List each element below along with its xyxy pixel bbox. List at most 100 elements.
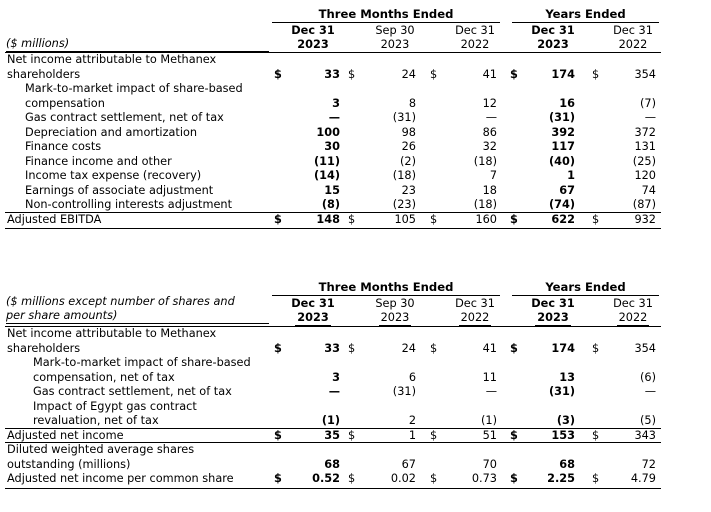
cell-value: 148 [316, 212, 340, 226]
currency-symbol: $ [592, 212, 600, 226]
row-label-line: Finance costs [25, 140, 102, 153]
column-header: Sep 30 2023 [355, 297, 435, 326]
row-label: Diluted weighted average shares outstandi… [7, 443, 194, 472]
row-border [5, 211, 661, 213]
cell-value: 354 [634, 67, 656, 81]
cell-value: 1 [567, 169, 575, 182]
cell-value: (31) [548, 111, 575, 124]
column-header-line2: 2022 [435, 38, 515, 53]
cell-value: 11 [482, 370, 497, 384]
cell-value: 72 [641, 457, 656, 471]
cell-value: 33 [324, 341, 340, 355]
cell-value: 117 [551, 140, 575, 153]
currency-symbol: $ [510, 341, 518, 355]
row-label-line: Adjusted EBITDA [7, 212, 102, 226]
row-label: Net income attributable to Methanex share… [7, 327, 216, 356]
currency-symbol: $ [274, 472, 282, 485]
currency-symbol: $ [348, 472, 356, 485]
column-header-line1: Dec 31 [531, 24, 575, 37]
cell-value: (25) [632, 154, 656, 168]
cell-value: 1 [408, 428, 416, 442]
currency-symbol: $ [592, 472, 600, 485]
cell-value: 0.52 [312, 472, 340, 485]
currency-symbol: $ [274, 67, 282, 81]
table-row: Net income attributable to Methanex share… [0, 52, 711, 82]
row-label-line: Finance income and other [25, 154, 172, 168]
table-row: Adjusted net income $35 $1 $51 $153 $343 [0, 427, 711, 444]
cell-value: 105 [394, 212, 416, 226]
column-header: Dec 31 2022 [593, 24, 673, 53]
table-row: Income tax expense (recovery) (14) (18) 7 1 1… [0, 169, 711, 184]
row-label: Impact of Egypt gas contract revaluation,… [33, 400, 197, 429]
cell-value: (74) [548, 198, 575, 211]
cell-value: 32 [482, 140, 497, 153]
cell-value: 2.25 [547, 472, 575, 485]
cell-value: (31) [392, 111, 416, 124]
currency-symbol: $ [348, 67, 356, 81]
column-header: Dec 31 2022 [435, 24, 515, 53]
cell-value: 174 [551, 341, 575, 355]
cell-value: 13 [559, 370, 575, 384]
row-label: Net income attributable to Methanex share… [7, 53, 216, 82]
column-header-line2: 2023 [355, 38, 435, 53]
row-label-line: Diluted weighted average shares [7, 443, 195, 456]
cell-value: 35 [324, 428, 340, 442]
cell-value: (18) [473, 198, 497, 211]
group-header-three-months: Three Months Ended [272, 279, 500, 296]
row-label-line: revaluation, net of tax [33, 414, 159, 427]
column-header-year: 2023 [535, 311, 571, 326]
cell-value: (5) [639, 414, 656, 427]
row-label-line: Income tax expense (recovery) [25, 169, 202, 182]
column-header-year: 2023 [378, 311, 412, 326]
row-label: Mark-to-market impact of share-based comp… [25, 82, 243, 111]
row-label-line: Net income attributable to Methanex [7, 53, 217, 66]
row-label-line: Depreciation and amortization [25, 125, 198, 139]
unit-label: ($ millions except number of shares and p… [6, 295, 269, 324]
table-row: Non-controlling interests adjustment (8) (… [0, 198, 711, 213]
column-header-year: 2023 [535, 38, 571, 53]
currency-symbol: $ [430, 341, 438, 355]
cell-value: — [644, 111, 656, 124]
cell-value: 15 [324, 183, 340, 197]
cell-value: 622 [551, 212, 575, 226]
unit-label: ($ millions) [6, 37, 269, 52]
row-label-line: Net income attributable to Methanex [7, 327, 217, 340]
cell-value: (11) [313, 154, 340, 168]
row-label-line: Non-controlling interests adjustment [25, 198, 233, 211]
row-label: Adjusted net income per common share [7, 472, 234, 487]
currency-symbol: $ [430, 212, 438, 226]
row-label: Gas contract settlement, net of tax [33, 385, 232, 400]
cell-value: 3 [332, 370, 340, 384]
column-header-line2: 2023 [355, 311, 435, 326]
row-label: Depreciation and amortization [25, 126, 197, 141]
cell-value: 100 [316, 125, 340, 139]
group-header-three-months: Three Months Ended [272, 6, 500, 23]
cell-value: — [328, 385, 340, 398]
cell-value: 343 [634, 428, 656, 442]
cell-value: — [485, 385, 497, 398]
row-label-line: shareholders [7, 341, 81, 355]
column-header-year: 2022 [616, 38, 650, 53]
row-label: Mark-to-market impact of share-based comp… [33, 356, 251, 385]
cell-value: (23) [392, 198, 416, 211]
column-header-year: 2023 [295, 311, 331, 326]
column-header: Sep 30 2023 [355, 24, 435, 53]
column-header-line2: 2023 [273, 311, 353, 326]
cell-value: — [328, 111, 340, 124]
currency-symbol: $ [430, 67, 438, 81]
cell-value: (14) [313, 169, 340, 182]
cell-value: 74 [641, 183, 656, 197]
currency-symbol: $ [592, 341, 600, 355]
currency-symbol: $ [510, 428, 518, 442]
table-row: Adjusted net income per common share $0.5… [0, 472, 711, 487]
cell-value: (8) [321, 198, 340, 211]
cell-value: 33 [324, 67, 340, 81]
column-header-year: 2023 [378, 38, 412, 53]
column-header-line2: 2022 [435, 311, 515, 326]
cell-value: 932 [634, 212, 656, 226]
cell-value: (40) [548, 154, 575, 168]
row-label-line: Mark-to-market impact of share-based [25, 82, 243, 95]
row-label: Adjusted EBITDA [7, 213, 101, 228]
cell-value: — [644, 385, 656, 398]
table-row: Impact of Egypt gas contract revaluation,… [0, 400, 711, 429]
